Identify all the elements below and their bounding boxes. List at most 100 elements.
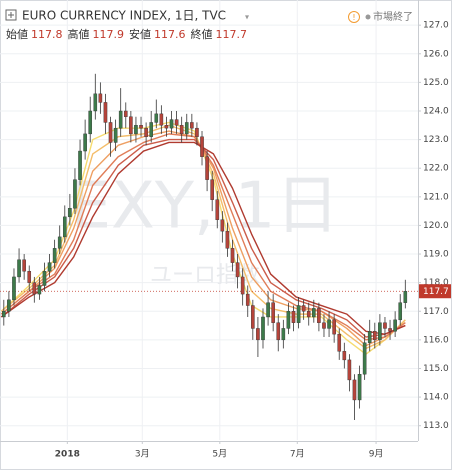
candle-body [322, 322, 326, 329]
candle-body [306, 311, 311, 318]
y-tick-label: 118.0 [423, 278, 449, 288]
candle-body [68, 208, 72, 218]
candle-body [342, 351, 347, 361]
candle-body [27, 271, 32, 283]
candle-body [169, 119, 174, 129]
warning-icon[interactable] [348, 11, 360, 23]
candle-body [352, 379, 357, 401]
candle-body [88, 110, 93, 135]
candle-body [235, 262, 240, 278]
candle-body [383, 322, 387, 329]
candle-body [240, 276, 245, 295]
candle-body [357, 373, 362, 401]
y-tick-label: 121.0 [423, 192, 449, 202]
candle-body [190, 122, 194, 129]
candle-body [78, 150, 82, 180]
candle-body [179, 125, 184, 135]
candle-body [230, 248, 235, 263]
candle-body [312, 308, 316, 318]
candle-body [337, 333, 342, 352]
candle-body [373, 331, 377, 341]
candle-body [32, 282, 37, 295]
candle-body [134, 125, 138, 135]
y-tick-label: 127.0 [423, 21, 449, 31]
candle-body [93, 93, 98, 112]
candle-body [403, 291, 408, 303]
watermark: EXY, 1日 [71, 170, 340, 244]
candle-body [184, 122, 189, 135]
candle-body [123, 110, 128, 117]
ohlc-label: 始値 [6, 27, 28, 41]
candle-body [37, 285, 42, 295]
y-tick-label: 119.0 [423, 250, 449, 260]
x-tick-label: 3月 [135, 449, 150, 460]
candle-body [17, 259, 21, 278]
ohlc-label: 終値 [191, 27, 213, 41]
candle-body [139, 125, 143, 129]
ohlc-value: 117.6 [154, 28, 186, 41]
candle-body [83, 133, 87, 152]
candle-body [261, 316, 265, 341]
candle-body [144, 127, 148, 137]
candle-body [98, 93, 103, 103]
y-tick-label: 113.0 [423, 421, 449, 431]
candle-body [210, 179, 214, 200]
candle-body [159, 113, 164, 126]
candle-body [251, 305, 255, 329]
warning-mark: ! [352, 13, 355, 22]
candle-body [195, 127, 199, 137]
candle-body [286, 311, 291, 329]
candle-body [367, 331, 372, 343]
candle-body [393, 319, 397, 332]
candle-body [296, 305, 301, 323]
candle-body [47, 262, 52, 272]
candle-body [388, 328, 392, 332]
y-tick-label: 115.0 [423, 364, 449, 374]
last-price-tag [419, 284, 451, 299]
candle-body [42, 271, 47, 286]
candle-body [22, 259, 26, 272]
y-tick-label: 117.0 [423, 307, 449, 317]
y-tick-label: 125.0 [423, 78, 449, 88]
ribbon-line [0, 130, 406, 347]
candle-body [118, 110, 123, 129]
candle-body [332, 319, 336, 335]
x-tick-label: 5月 [212, 449, 227, 460]
chart-title: EURO CURRENCY INDEX, 1日, TVC [22, 9, 226, 23]
candle-body [398, 302, 403, 321]
candle-body [108, 122, 113, 143]
y-tick-label: 123.0 [423, 135, 449, 145]
x-tick-label: 9月 [369, 449, 384, 460]
ribbon-line [0, 124, 406, 350]
market-status: 市場終了 [373, 10, 413, 23]
candle-body [200, 136, 204, 157]
candle-body [12, 276, 16, 301]
candle-body [164, 125, 169, 129]
candle-body [2, 311, 6, 318]
candle-body [347, 359, 352, 381]
candle-body [174, 119, 179, 126]
x-tick-label: 2018 [55, 450, 80, 460]
ohlc-label: 高値 [68, 27, 90, 41]
ohlc-value: 117.9 [93, 28, 125, 41]
candle-body [266, 302, 270, 318]
candle-body [154, 113, 159, 123]
ohlc-label: 安値 [129, 27, 151, 41]
candle-body [291, 311, 296, 323]
y-tick-label: 126.0 [423, 49, 449, 59]
dropdown-arrow[interactable]: ▾ [245, 13, 249, 22]
collapse-icon[interactable] [5, 9, 17, 21]
candle-body [57, 236, 62, 249]
ribbon-line [0, 138, 406, 338]
candle-body [317, 308, 321, 323]
ohlc-value: 117.7 [216, 28, 248, 41]
candle-body [256, 328, 260, 341]
candle-body [276, 322, 281, 341]
candle-body [245, 293, 250, 306]
y-tick-label: 122.0 [423, 164, 449, 174]
candle-body [113, 127, 118, 143]
candle-body [129, 116, 133, 135]
candle-body [271, 302, 275, 323]
candle-body [7, 299, 11, 312]
candle-body [205, 156, 209, 180]
